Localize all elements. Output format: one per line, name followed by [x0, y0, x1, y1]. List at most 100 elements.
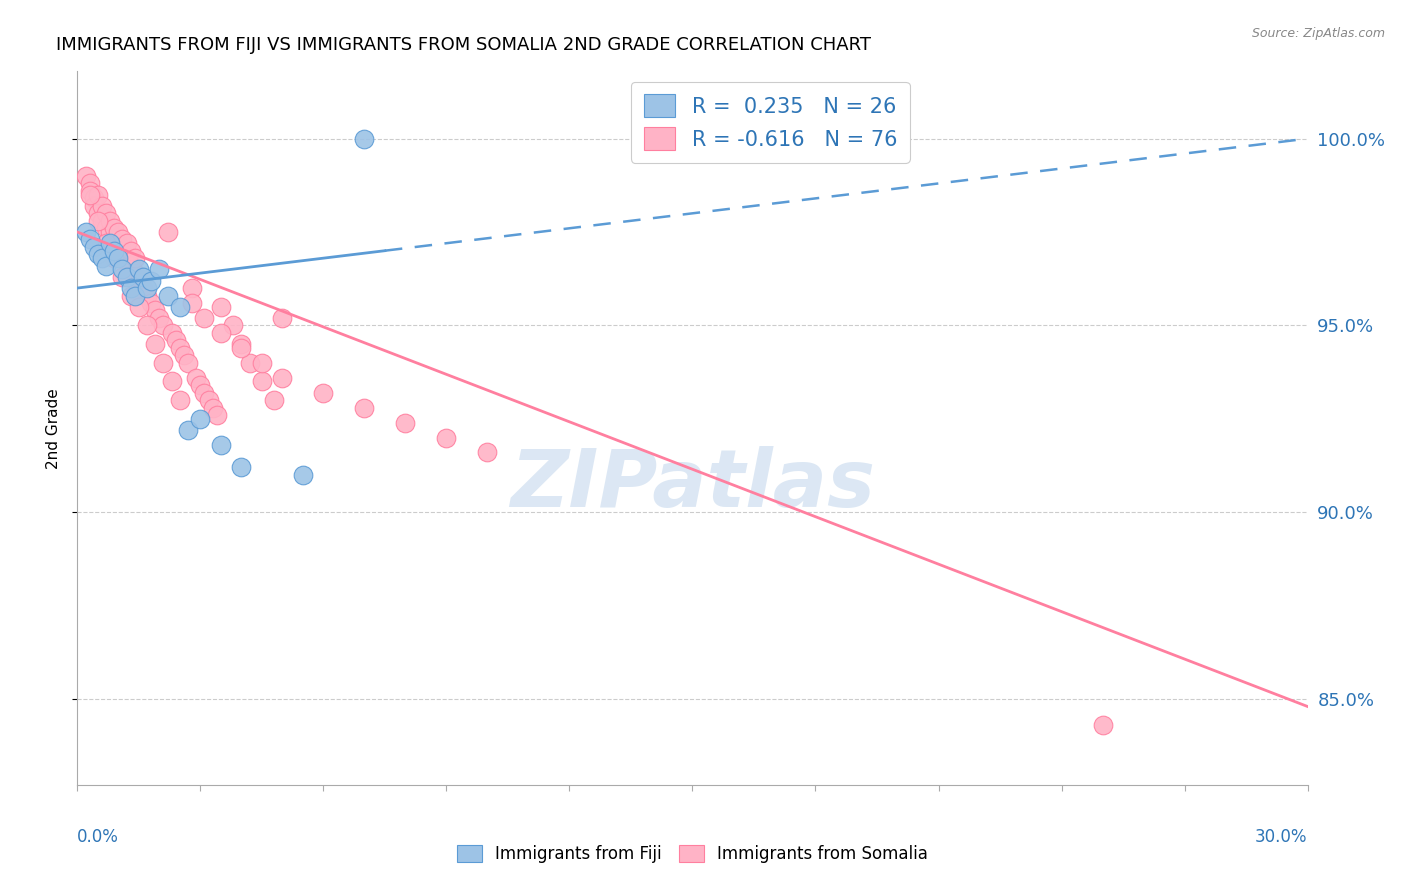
Point — [75, 225, 97, 239]
Point — [239, 356, 262, 370]
Point — [173, 348, 195, 362]
Point — [90, 214, 114, 228]
Point — [188, 378, 212, 392]
Point — [75, 169, 97, 183]
Point — [103, 232, 125, 246]
Point — [128, 300, 150, 314]
Point — [111, 244, 134, 258]
Point — [143, 303, 166, 318]
Point — [231, 337, 253, 351]
Point — [128, 274, 150, 288]
Point — [353, 401, 375, 415]
Point — [132, 269, 155, 284]
Point — [1091, 718, 1114, 732]
Point — [90, 199, 114, 213]
Point — [188, 412, 212, 426]
Point — [120, 244, 142, 258]
Point — [177, 356, 200, 370]
Point — [160, 375, 183, 389]
Point — [165, 334, 187, 348]
Text: ZIPatlas: ZIPatlas — [510, 446, 875, 524]
Point — [209, 438, 232, 452]
Point — [111, 232, 134, 246]
Point — [124, 266, 146, 280]
Point — [152, 356, 174, 370]
Point — [83, 191, 105, 205]
Point — [115, 236, 138, 251]
Point — [115, 269, 138, 284]
Point — [94, 221, 117, 235]
Legend: Immigrants from Fiji, Immigrants from Somalia: Immigrants from Fiji, Immigrants from So… — [450, 838, 935, 870]
Point — [94, 259, 117, 273]
Point — [152, 318, 174, 333]
Point — [107, 251, 129, 265]
Point — [94, 206, 117, 220]
Point — [169, 300, 191, 314]
Point — [160, 326, 183, 340]
Point — [107, 236, 129, 251]
Point — [436, 430, 458, 444]
Point — [169, 393, 191, 408]
Point — [79, 184, 101, 198]
Point — [79, 177, 101, 191]
Text: Source: ZipAtlas.com: Source: ZipAtlas.com — [1251, 27, 1385, 40]
Point — [263, 393, 285, 408]
Text: IMMIGRANTS FROM FIJI VS IMMIGRANTS FROM SOMALIA 2ND GRADE CORRELATION CHART: IMMIGRANTS FROM FIJI VS IMMIGRANTS FROM … — [56, 36, 872, 54]
Point — [209, 300, 232, 314]
Point — [271, 310, 294, 325]
Point — [90, 251, 114, 265]
Point — [186, 370, 208, 384]
Point — [250, 375, 273, 389]
Point — [111, 269, 134, 284]
Point — [87, 187, 110, 202]
Point — [111, 262, 134, 277]
Point — [181, 281, 204, 295]
Point — [394, 416, 416, 430]
Point — [353, 131, 375, 145]
Point — [120, 288, 142, 302]
Point — [156, 225, 179, 239]
Point — [201, 401, 224, 415]
Point — [83, 240, 105, 254]
Point — [209, 326, 232, 340]
Point — [193, 310, 215, 325]
Point — [141, 296, 163, 310]
Point — [291, 467, 314, 482]
Point — [231, 341, 253, 355]
Point — [169, 341, 191, 355]
Point — [477, 445, 499, 459]
Text: 30.0%: 30.0% — [1256, 828, 1308, 846]
Point — [115, 251, 138, 265]
Point — [143, 337, 166, 351]
Point — [98, 225, 121, 239]
Point — [136, 288, 159, 302]
Text: 0.0%: 0.0% — [77, 828, 120, 846]
Point — [120, 281, 142, 295]
Point — [148, 310, 170, 325]
Point — [156, 288, 179, 302]
Point — [103, 251, 125, 265]
Point — [87, 206, 110, 220]
Point — [94, 236, 117, 251]
Point — [132, 281, 155, 295]
Point — [107, 225, 129, 239]
Y-axis label: 2nd Grade: 2nd Grade — [45, 388, 60, 468]
Point — [103, 221, 125, 235]
Point — [193, 385, 215, 400]
Point — [181, 296, 204, 310]
Point — [250, 356, 273, 370]
Point — [128, 262, 150, 277]
Point — [271, 370, 294, 384]
Point — [148, 262, 170, 277]
Point — [98, 214, 121, 228]
Point — [98, 236, 121, 251]
Point — [136, 318, 159, 333]
Point — [87, 247, 110, 261]
Point — [312, 385, 335, 400]
Point — [205, 408, 228, 422]
Point — [103, 244, 125, 258]
Point — [136, 281, 159, 295]
Point — [120, 259, 142, 273]
Point — [197, 393, 219, 408]
Point — [231, 460, 253, 475]
